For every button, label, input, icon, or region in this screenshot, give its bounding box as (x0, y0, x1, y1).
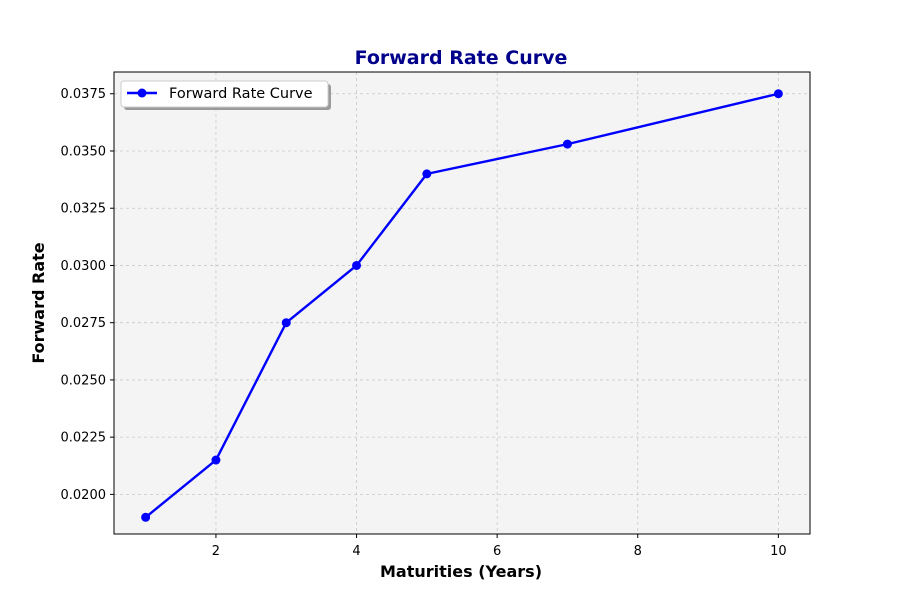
data-point (281, 318, 291, 328)
y-tick-label: 0.0350 (61, 144, 107, 159)
y-tick-label: 0.0275 (61, 316, 107, 331)
data-point (352, 260, 362, 270)
data-point (211, 455, 221, 465)
y-tick-label: 0.0250 (61, 373, 107, 388)
data-point (773, 89, 783, 99)
x-tick-label: 6 (493, 544, 501, 559)
plot-frame (113, 71, 811, 535)
legend: Forward Rate Curve (120, 80, 331, 110)
y-tick-label: 0.0325 (61, 202, 107, 217)
data-point (562, 139, 572, 149)
x-axis-title: Maturities (Years) (380, 562, 542, 581)
y-tick-label: 0.0300 (61, 259, 107, 274)
y-tick-label: 0.0225 (61, 431, 107, 446)
x-tick-label: 10 (770, 544, 787, 559)
x-tick-label: 2 (212, 544, 220, 559)
data-point (422, 169, 432, 179)
data-point (141, 512, 151, 522)
y-axis-title: Forward Rate (29, 242, 48, 363)
y-tick-label: 0.0375 (61, 87, 107, 102)
y-tick-label: 0.0200 (61, 488, 107, 503)
plot-area (114, 72, 810, 534)
axis-ticks: 2 4 6 8 10 0.0200 0.0225 0.0250 0.0275 0.0300 0.03… (61, 87, 787, 559)
legend-label: Forward Rate Curve (169, 86, 313, 102)
legend-marker-swatch (137, 88, 147, 98)
legend-box (120, 80, 329, 108)
grid-lines (114, 72, 810, 534)
x-tick-label: 8 (634, 544, 642, 559)
chart-title: Forward Rate Curve (355, 47, 568, 69)
x-tick-label: 4 (352, 544, 360, 559)
series-layer (141, 89, 783, 522)
